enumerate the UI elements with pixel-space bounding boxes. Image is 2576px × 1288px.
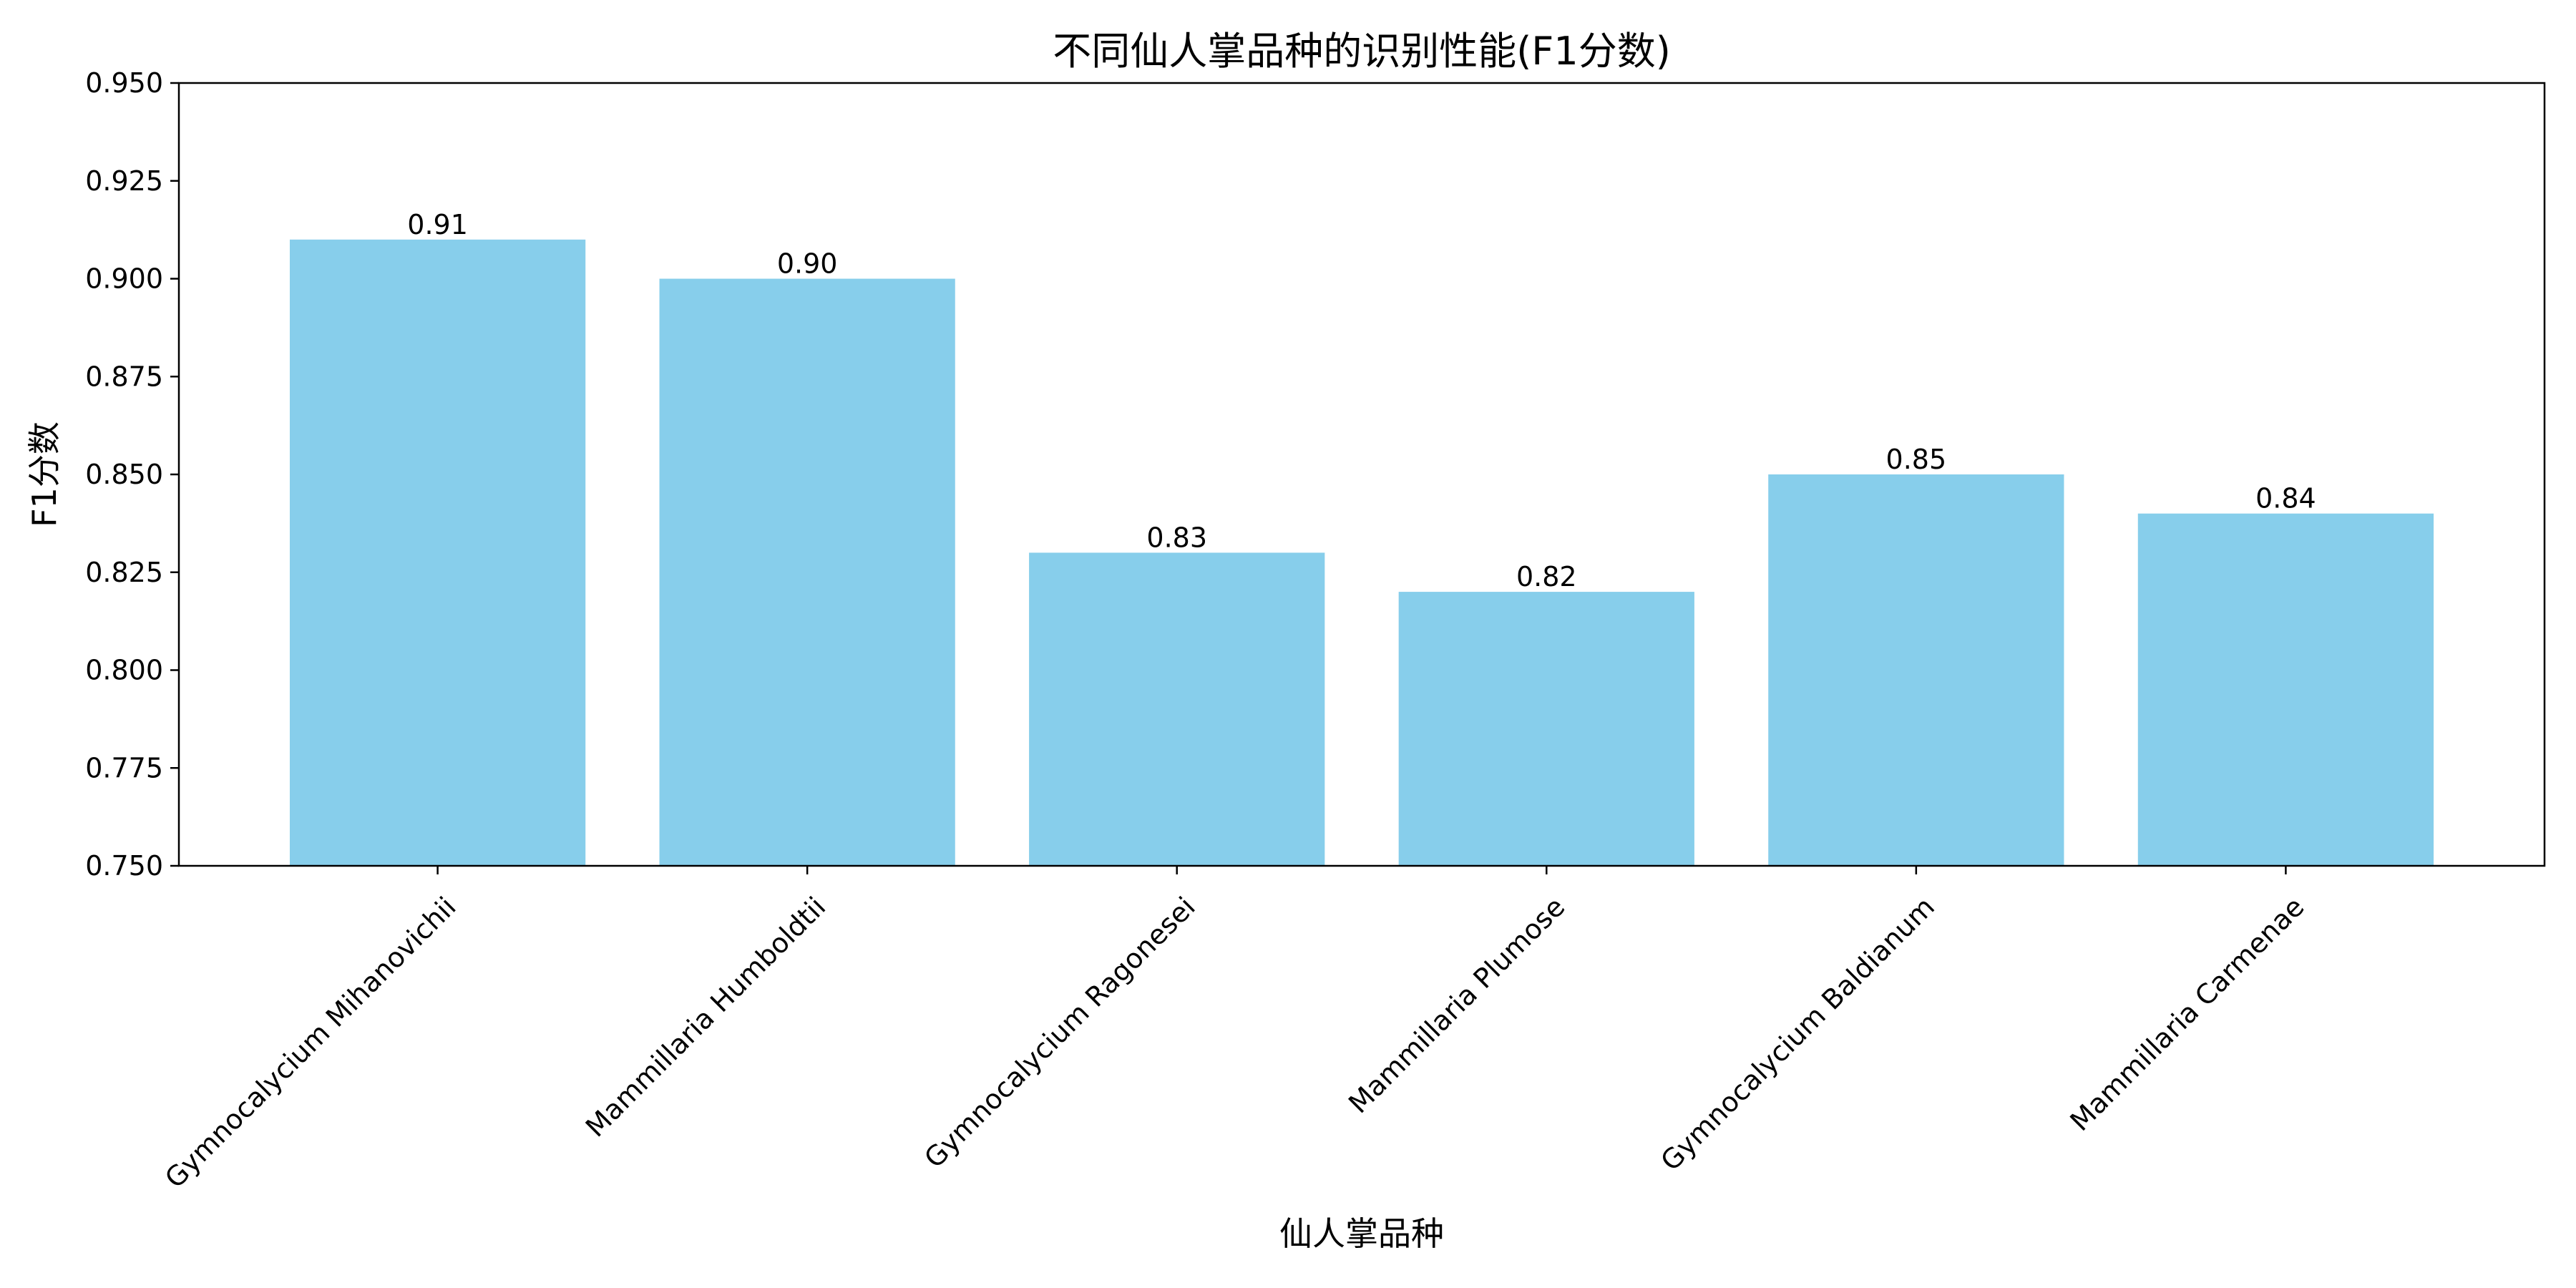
bar-4 <box>1398 592 1694 866</box>
chart-title: 不同仙人掌品种的识别性能(F1分数) <box>1053 29 1671 74</box>
bar-value-label: 0.84 <box>2255 483 2316 514</box>
x-tick-label: Gymnocalycium Mihanovichii <box>159 891 462 1194</box>
y-tick-label: 0.750 <box>85 850 163 882</box>
bar-5 <box>1768 474 2064 866</box>
bar-6 <box>2137 513 2434 866</box>
y-tick-label: 0.900 <box>85 263 163 295</box>
bar-value-label: 0.82 <box>1516 561 1577 592</box>
bar-1 <box>289 239 586 866</box>
bar-3 <box>1029 552 1325 866</box>
bars-group <box>289 239 2434 866</box>
y-axis: 0.750 0.775 0.800 0.825 0.850 0.875 0.900 0.925… <box>85 67 179 882</box>
bar-value-label: 0.91 <box>407 209 468 240</box>
y-tick-label: 0.925 <box>85 165 163 197</box>
y-tick-label: 0.875 <box>85 361 163 392</box>
bar-2 <box>659 278 955 866</box>
plot-area-frame <box>177 82 2546 867</box>
x-tick-label: Gymnocalycium Ragonesei <box>918 891 1201 1174</box>
bar-value-label: 0.83 <box>1146 522 1207 553</box>
y-tick-label: 0.850 <box>85 459 163 490</box>
value-labels-group: 0.91 0.90 0.83 0.82 0.85 0.84 <box>407 209 2316 592</box>
bar-value-label: 0.90 <box>777 248 838 280</box>
y-tick-label: 0.825 <box>85 557 163 588</box>
y-axis-title: F1分数 <box>25 421 64 527</box>
bar-value-label: 0.85 <box>1886 444 1947 475</box>
y-tick-label: 0.775 <box>85 752 163 784</box>
x-tick-label: Gymnocalycium Baldianum <box>1654 891 1941 1177</box>
x-tick-label: Mammillaria Plumose <box>1342 891 1571 1119</box>
x-axis: Gymnocalycium Mihanovichii Mammillaria Hu… <box>159 866 2311 1194</box>
x-tick-label: Mammillaria Humboldtii <box>580 891 831 1143</box>
y-tick-label: 0.950 <box>85 67 163 99</box>
x-tick-label: Mammillaria Carmenae <box>2064 891 2311 1137</box>
x-axis-title: 仙人掌品种 <box>1279 1214 1444 1253</box>
y-tick-label: 0.800 <box>85 655 163 686</box>
